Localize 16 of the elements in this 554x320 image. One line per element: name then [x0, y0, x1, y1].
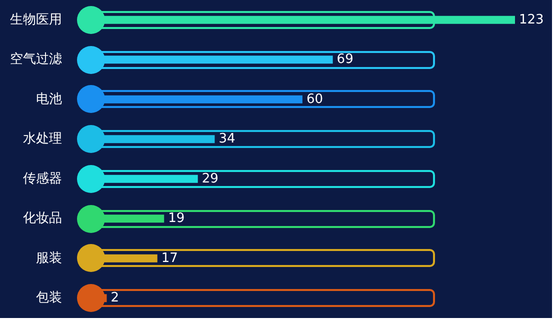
y-tick-label: 空气过滤: [10, 52, 62, 68]
data-label: 2: [110, 290, 120, 306]
data-label: 60: [306, 92, 323, 107]
data-label: 29: [202, 171, 218, 186]
y-tick-label: 传感器: [23, 171, 62, 186]
y-tick-label: 生物医用: [10, 12, 62, 28]
data-label: 19: [168, 211, 185, 226]
y-tick-label: 水处理: [23, 132, 62, 147]
y-tick-label: 电池: [36, 92, 62, 107]
data-label: 17: [161, 250, 178, 266]
data-label: 69: [336, 52, 354, 68]
y-tick-label: 服装: [36, 250, 62, 266]
data-label: 123: [519, 12, 544, 28]
y-tick-label: 化妆品: [23, 211, 62, 226]
y-tick-label: 包装: [36, 290, 62, 306]
data-label: 34: [218, 132, 236, 147]
